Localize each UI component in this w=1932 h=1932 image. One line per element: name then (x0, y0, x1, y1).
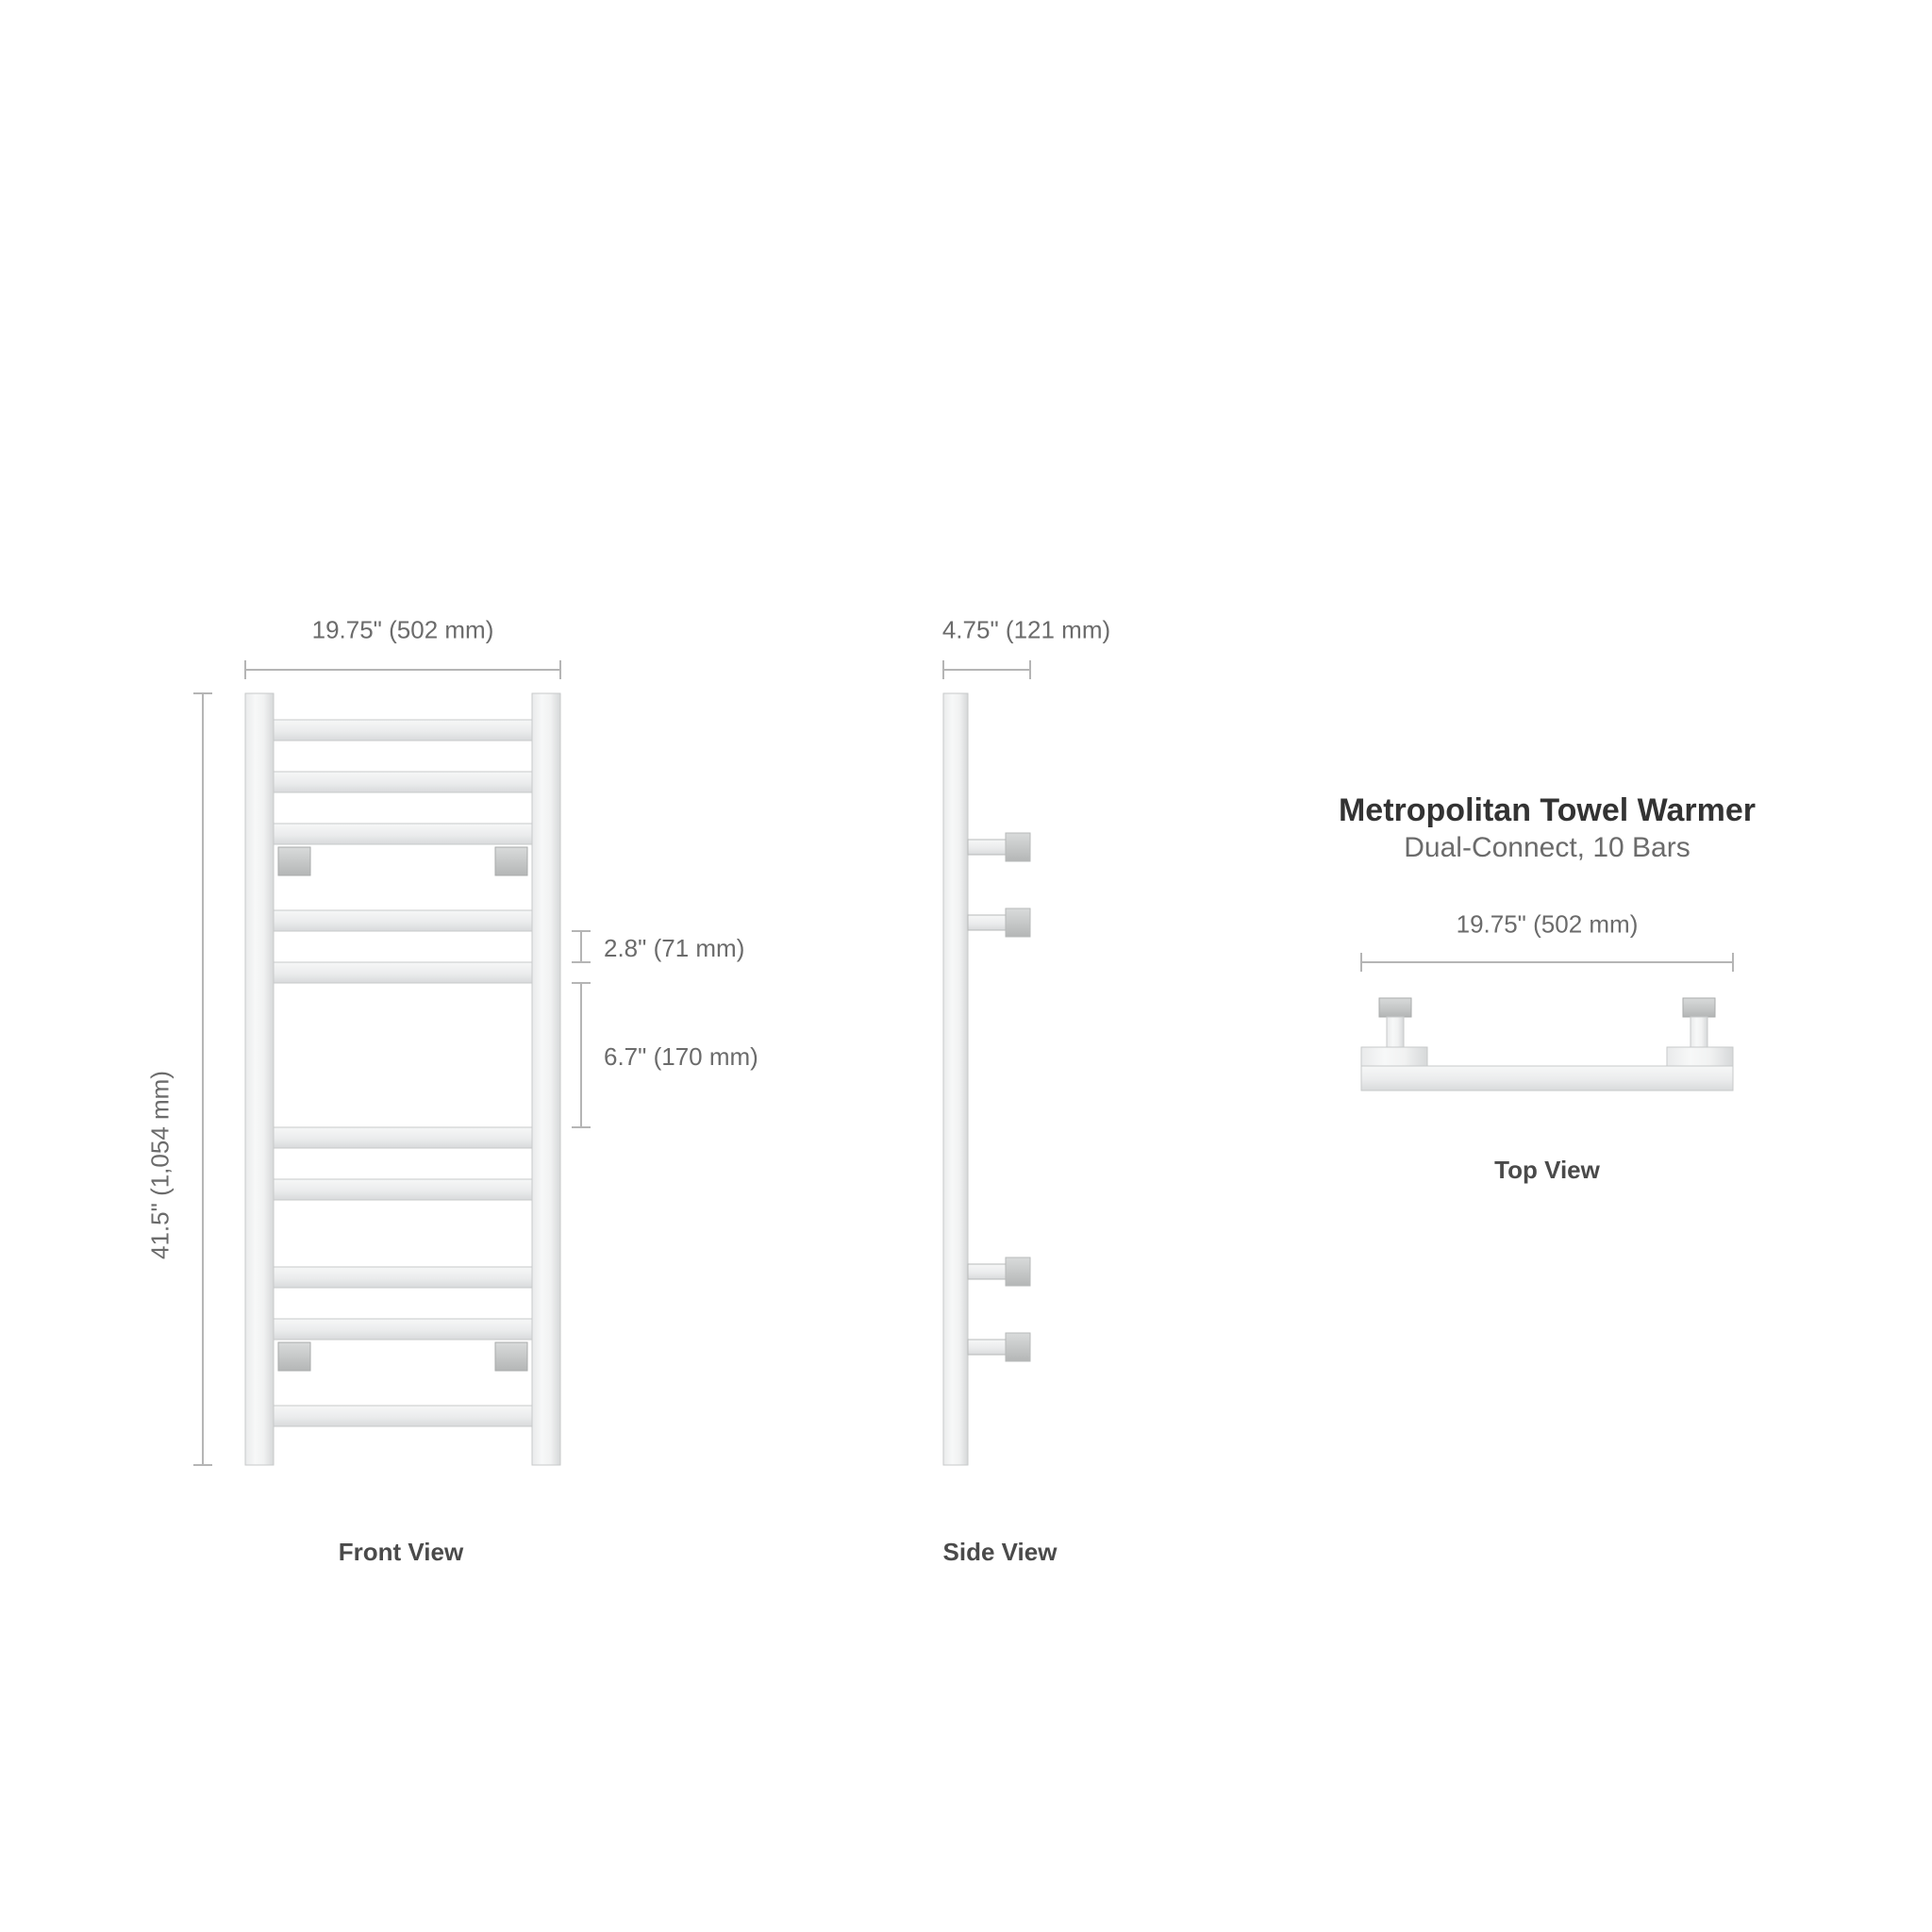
top-view-label: Top View (1494, 1156, 1600, 1185)
front-view-label: Front View (339, 1538, 463, 1567)
side-view-svg (887, 604, 1132, 1547)
front-width-dim-label: 19.75" (502 mm) (312, 616, 494, 645)
front-height-dim-label: 41.5" (1,054 mm) (146, 1071, 175, 1259)
side-view-label: Side View (943, 1538, 1058, 1567)
product-title: Metropolitan Towel Warmer (1339, 792, 1756, 829)
front-large-spacing-label: 6.7" (170 mm) (604, 1042, 758, 1072)
front-view-svg (104, 604, 670, 1547)
top-width-dim-label: 19.75" (502 mm) (1457, 910, 1639, 940)
front-small-spacing-label: 2.8" (71 mm) (604, 934, 744, 963)
top-view-svg (1302, 906, 1792, 1151)
side-depth-dim-label: 4.75" (121 mm) (942, 616, 1110, 645)
product-subtitle: Dual-Connect, 10 Bars (1404, 832, 1690, 864)
diagram-canvas: 19.75" (502 mm) 41.5" (1,054 mm) 2.8" (7… (0, 0, 1932, 1932)
